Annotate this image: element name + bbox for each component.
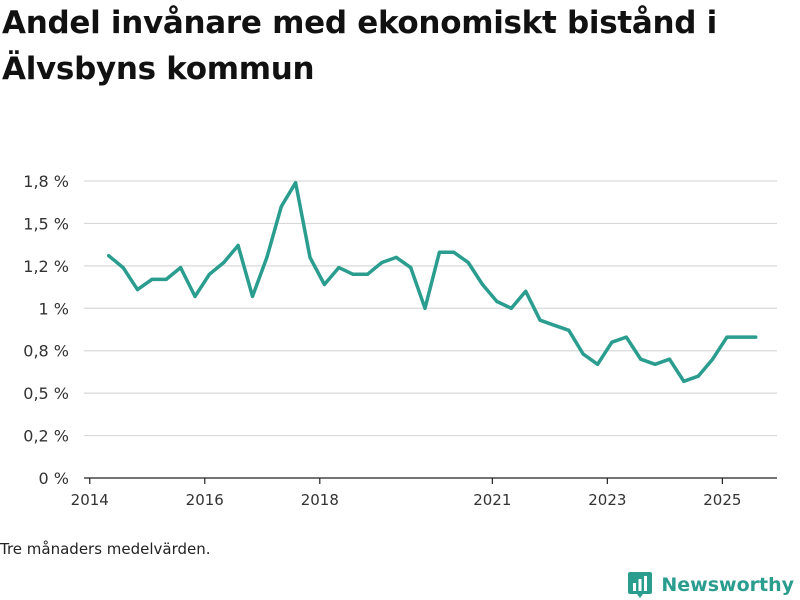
y-tick-label: 1,5 % [23,214,69,233]
y-tick-label: 1,2 % [23,257,69,276]
data-point [337,266,341,270]
data-point [581,352,585,356]
data-point [164,277,168,281]
data-point [394,255,398,259]
data-point [480,282,485,287]
data-point [351,272,355,276]
x-tick-label: 2018 [301,491,339,509]
data-point [754,335,758,339]
data-point [121,266,125,270]
data-point [739,335,743,339]
series-lines [106,180,758,384]
x-tick-label: 2021 [473,491,511,509]
data-point [452,250,456,254]
data-point [236,243,240,248]
data-point [596,362,600,366]
data-point [279,204,283,209]
data-point [524,289,528,293]
data-point [265,255,269,259]
x-tick-label: 2023 [588,491,626,509]
y-tick-label: 0,2 % [23,427,69,446]
data-point [711,357,715,361]
data-point [409,266,413,270]
series-line [106,180,758,384]
data-point [294,181,298,185]
data-point [667,357,672,361]
data-point [639,357,643,361]
brand-name: Newsworthy [661,574,794,596]
data-point [696,374,700,378]
y-tick-label: 0,5 % [23,384,69,403]
data-point [423,306,427,310]
y-tick-label: 1,8 % [23,172,69,191]
y-tick-label: 1 % [39,299,69,318]
data-point [135,288,140,292]
x-axis: 2014 2016 2018 2021 2023 2025 [71,477,777,509]
data-point [308,255,312,259]
data-point [725,335,729,339]
newsworthy-logo-icon [628,572,653,598]
data-point [207,272,211,276]
data-point [466,260,470,265]
data-point [437,250,441,254]
data-point [682,379,686,383]
gridlines [84,180,777,437]
data-point [222,260,226,265]
data-point [552,323,557,327]
chart-title: Andel invånare med ekonomiskt bistånd i … [2,5,717,87]
data-point [495,299,499,304]
data-point [322,282,326,287]
data-point [250,294,255,298]
data-point [653,362,657,366]
footnote: Tre månaders medelvärden. [0,540,211,558]
data-point [107,254,111,258]
x-tick-label: 2014 [71,491,109,509]
data-point [610,340,614,344]
x-tick-label: 2016 [186,491,224,509]
y-tick-label: 0 % [39,469,69,488]
data-point [624,335,628,339]
data-point [179,266,183,270]
brand-logo[interactable]: Newsworthy [627,570,794,600]
data-point [365,272,370,276]
data-point [380,260,384,265]
data-point [567,328,571,332]
data-point [150,277,154,281]
y-tick-label: 0,8 % [23,342,69,361]
data-point [193,294,197,298]
data-point [538,318,542,322]
y-axis-ticks: 0 % 0,2 % 0,5 % 0,8 % 1 % 1,2 % 1,5 % 1,8 % [23,172,69,488]
x-tick-label: 2025 [703,491,741,509]
data-point [509,306,513,310]
